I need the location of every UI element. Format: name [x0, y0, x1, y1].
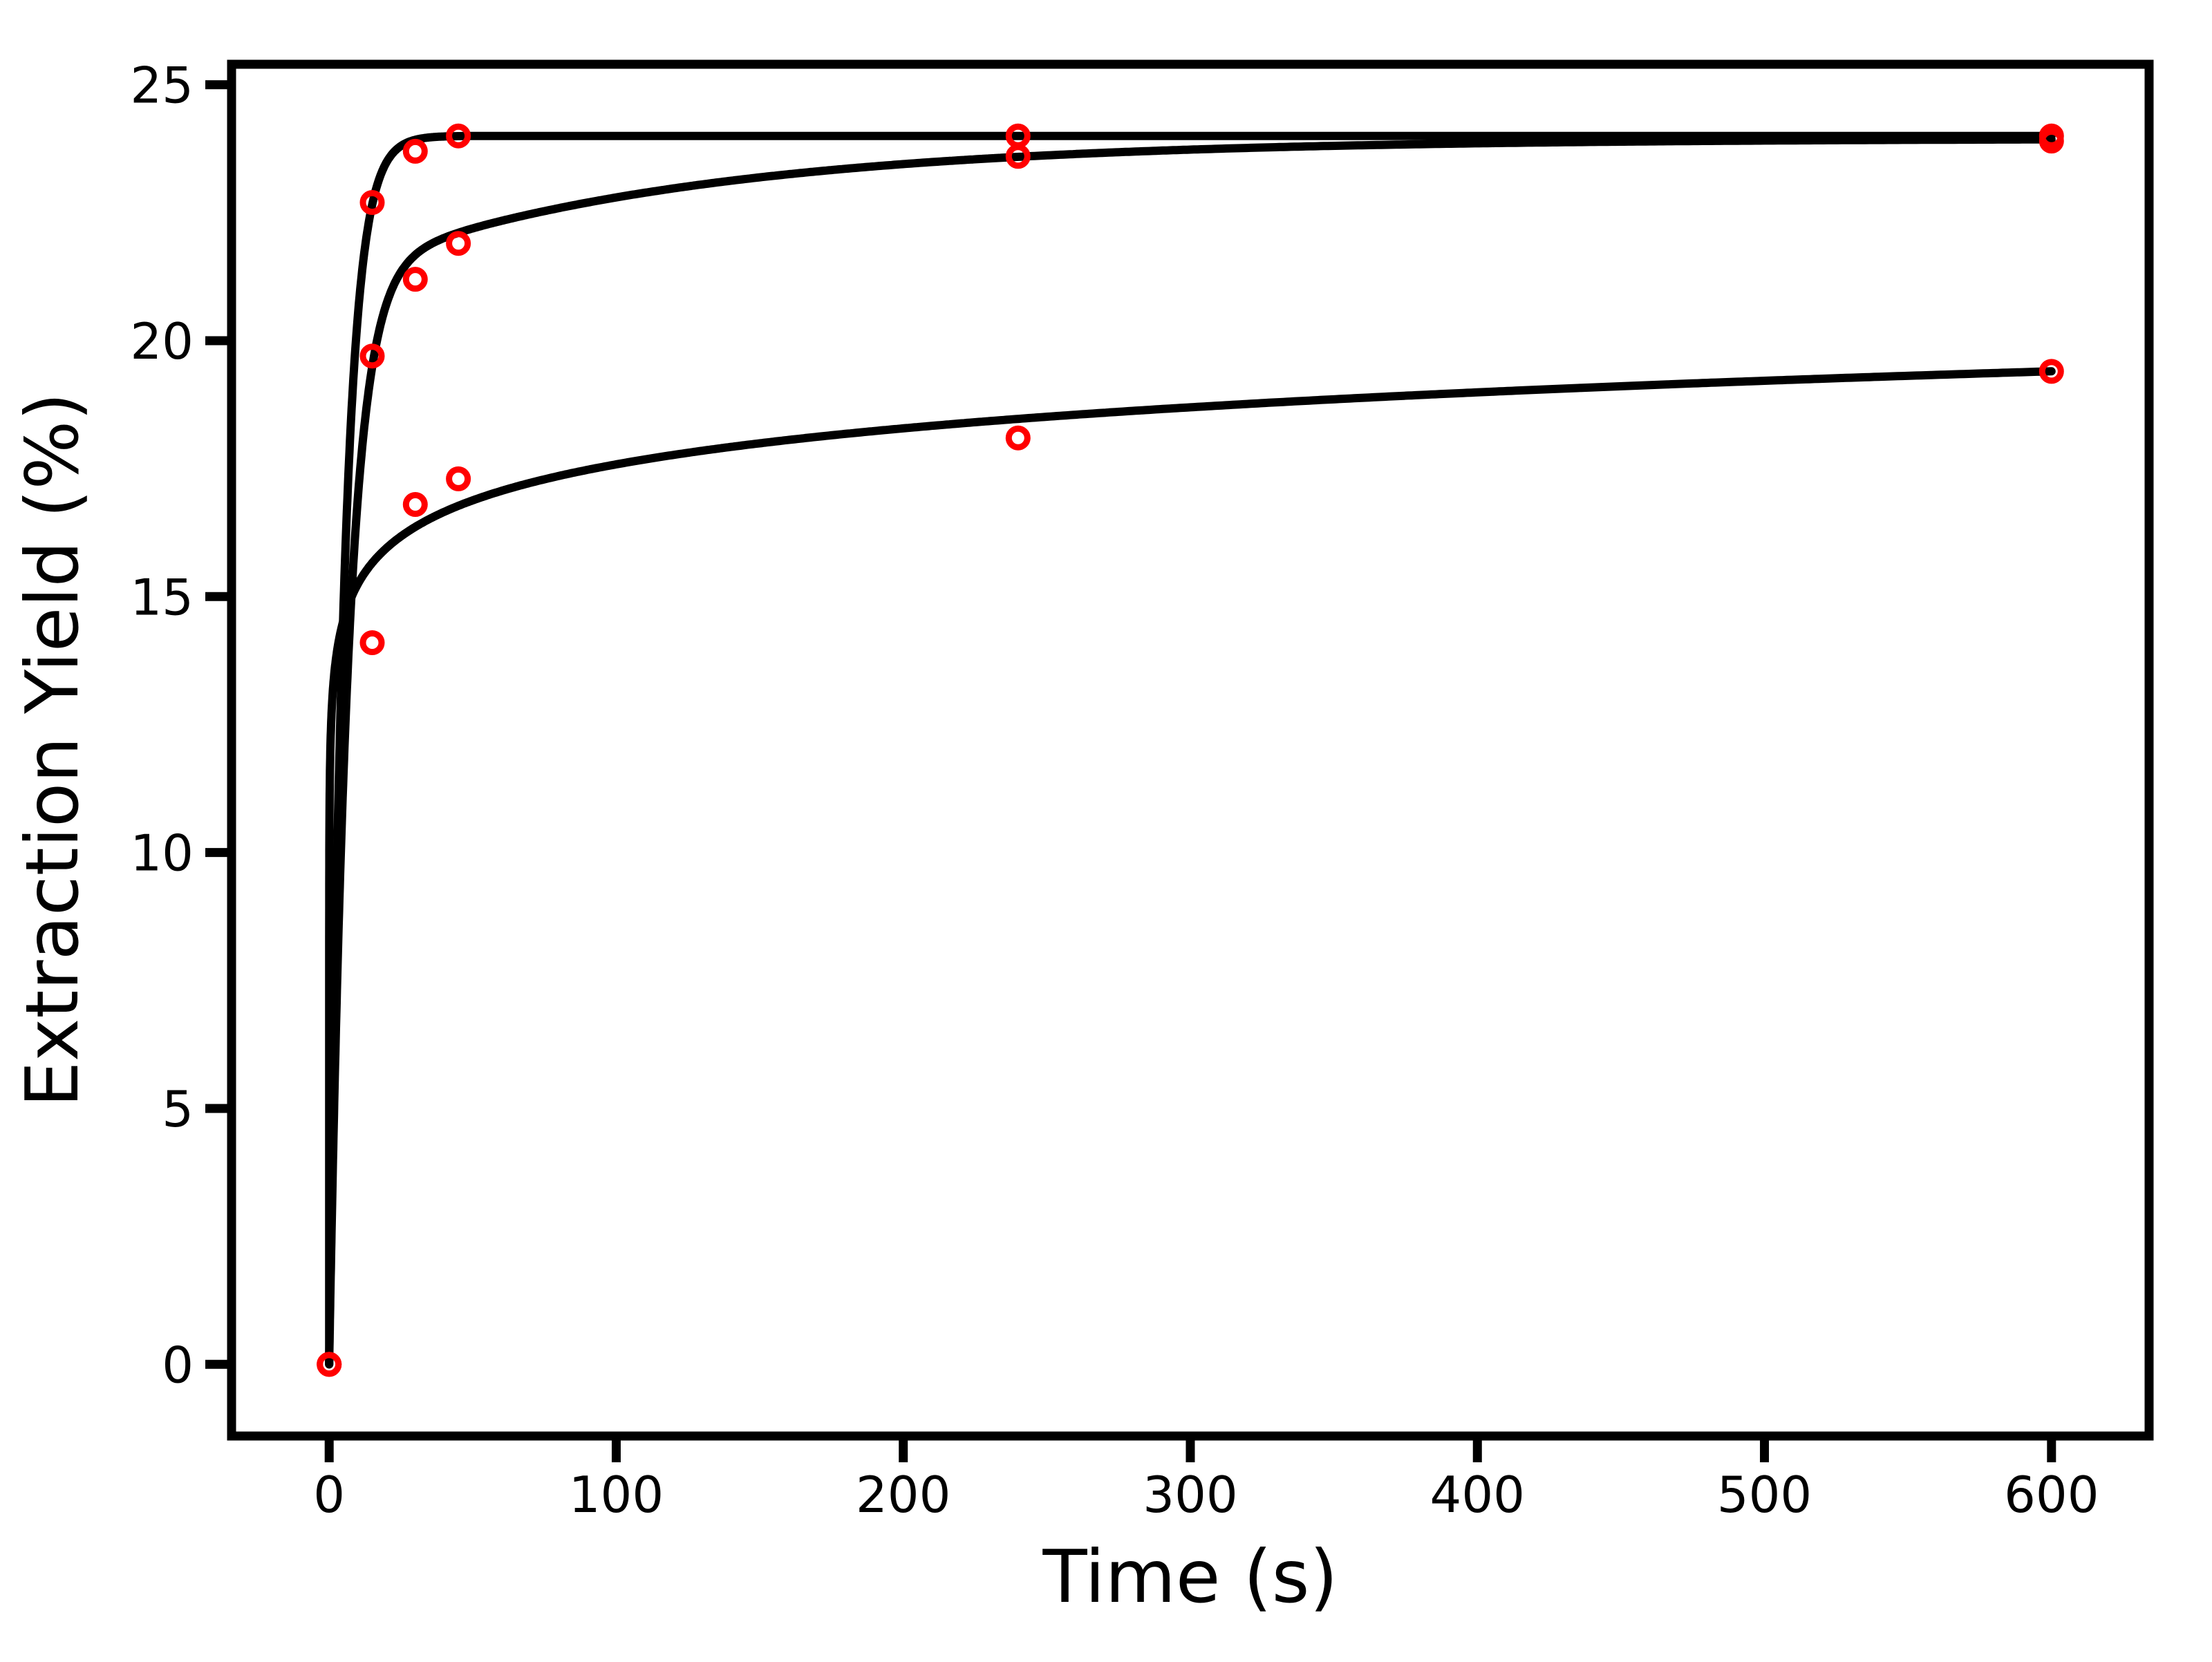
fit-curves	[325, 131, 2056, 1369]
y-axis-label: Extraction Yield (%)	[10, 393, 95, 1107]
y-tick-label: 15	[130, 568, 194, 626]
y-tick-label: 10	[130, 824, 194, 882]
x-tick-label: 300	[1143, 1466, 1237, 1524]
x-axis-label: Time (s)	[1042, 1535, 1338, 1619]
data-point-marker	[359, 343, 385, 369]
data-point-marker	[2038, 359, 2064, 384]
fit-curve-path	[325, 367, 2056, 1369]
y-tick-label: 20	[130, 312, 194, 370]
data-point-marker	[2038, 129, 2064, 154]
y-tick-label: 5	[162, 1080, 194, 1138]
data-point-marker	[446, 231, 471, 256]
data-point-marker	[317, 1352, 342, 1377]
data-point-marker	[1005, 144, 1031, 169]
y-tick-label: 0	[162, 1336, 194, 1394]
x-tick-label: 600	[2004, 1466, 2099, 1524]
y-tick-label: 25	[130, 57, 194, 115]
x-tick-label: 400	[1430, 1466, 1525, 1524]
x-tick-label: 0	[313, 1466, 345, 1524]
data-point-marker	[402, 267, 428, 292]
x-tick-label: 100	[569, 1466, 664, 1524]
data-point-markers	[317, 123, 2064, 1377]
fit-curve-path	[325, 131, 2056, 1369]
x-tick-label: 200	[856, 1466, 950, 1524]
data-point-marker	[359, 190, 385, 215]
axis-tick-labels: 0 100 200 300 400 500 600 0 5 10 15 20 25	[130, 57, 2099, 1524]
plot-border	[227, 59, 2154, 1441]
fit-curve-path	[325, 135, 2056, 1369]
data-point-marker	[402, 492, 428, 517]
data-point-marker	[1005, 425, 1031, 451]
data-point-marker	[446, 123, 471, 149]
axis-ticks	[205, 80, 2056, 1462]
data-point-marker	[402, 138, 428, 164]
x-tick-label: 500	[1717, 1466, 1812, 1524]
data-point-marker	[446, 466, 471, 491]
data-point-marker	[359, 630, 385, 655]
